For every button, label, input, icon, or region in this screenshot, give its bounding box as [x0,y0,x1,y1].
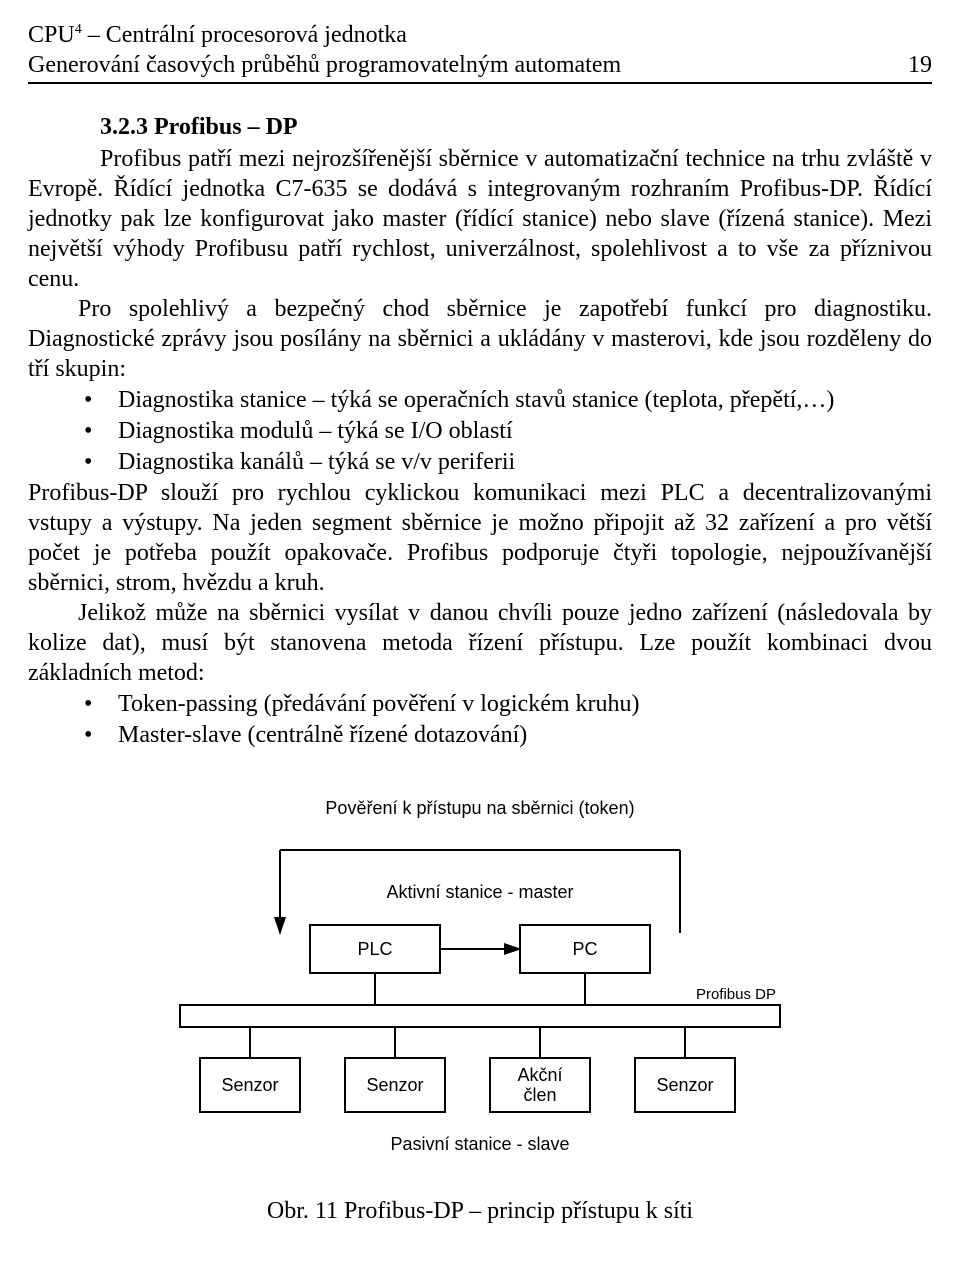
paragraph-2: Pro spolehlivý a bezpečný chod sběrnice … [28,294,932,384]
svg-text:Akční: Akční [517,1065,562,1085]
figure-caption: Obr. 11 Profibus-DP – princip přístupu k… [28,1196,932,1226]
header-top-line: CPU4 – Centrální procesorová jednotka [28,20,932,50]
paragraph-3: Profibus-DP slouží pro rychlou cyklickou… [28,478,932,598]
section-heading: 3.2.3 Profibus – DP [100,112,932,142]
svg-text:PC: PC [572,939,597,959]
diagnostic-bullet-list: Diagnostika stanice – týká se operačních… [78,385,932,477]
svg-text:PLC: PLC [357,939,392,959]
header-cpu-post: – Centrální procesorová jednotka [82,22,407,48]
list-item: Diagnostika modulů – týká se I/O oblastí [78,416,932,446]
svg-text:Pasivní stanice - slave: Pasivní stanice - slave [390,1134,569,1154]
paragraph-1: Profibus patří mezi nejrozšířenější sběr… [28,144,932,294]
header-cpu-sup: 4 [75,22,82,37]
svg-text:člen: člen [523,1085,556,1105]
method-bullet-list: Token-passing (předávání pověření v logi… [78,689,932,750]
list-item: Master-slave (centrálně řízené dotazován… [78,720,932,750]
header-separator [28,82,932,84]
page-header: CPU4 – Centrální procesorová jednotka Ge… [28,20,932,84]
list-item: Token-passing (předávání pověření v logi… [78,689,932,719]
svg-text:Profibus DP: Profibus DP [696,986,776,1003]
list-item: Diagnostika stanice – týká se operačních… [78,385,932,415]
header-cpu-pre: CPU [28,22,75,48]
profibus-diagram-svg: Pověření k přístupu na sběrnici (token) A… [120,790,840,1170]
profibus-diagram: Pověření k přístupu na sběrnici (token) A… [120,790,840,1178]
svg-text:Senzor: Senzor [366,1075,423,1095]
svg-text:Pověření k přístupu na sběrnic: Pověření k přístupu na sběrnici (token) [325,798,634,818]
svg-text:Aktivní stanice - master: Aktivní stanice - master [386,882,573,902]
svg-text:Senzor: Senzor [656,1075,713,1095]
header-subline: Generování časových průběhů programovate… [28,50,932,80]
paragraph-4: Jelikož může na sběrnici vysílat v danou… [28,598,932,688]
list-item: Diagnostika kanálů – týká se v/v perifer… [78,447,932,477]
header-subtitle: Generování časových průběhů programovate… [28,50,621,80]
svg-text:Senzor: Senzor [221,1075,278,1095]
page-number: 19 [908,50,932,80]
